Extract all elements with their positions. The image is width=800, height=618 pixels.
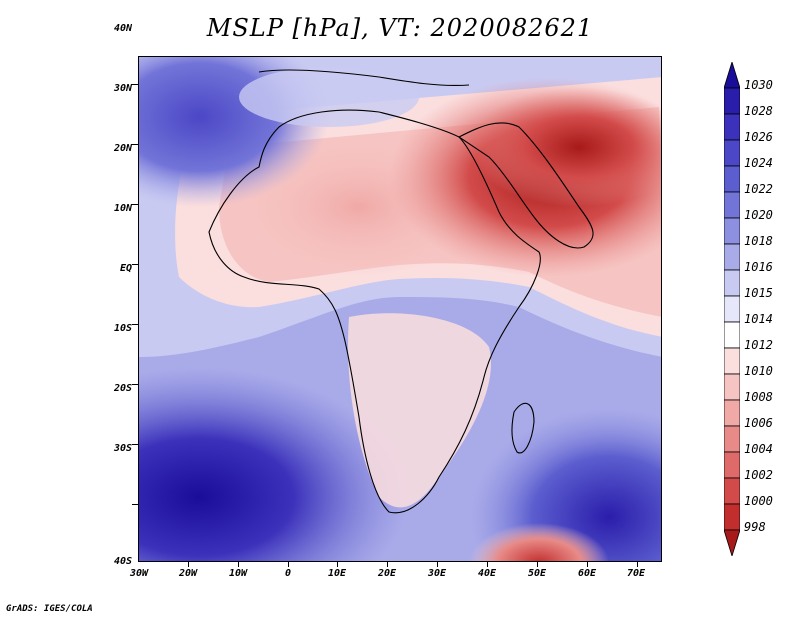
- lon-tick: [587, 562, 588, 567]
- lat-tick: [132, 84, 138, 85]
- colorbar-segment: [724, 347, 740, 375]
- colorbar-segment: [724, 139, 740, 167]
- lat-label: 30N: [113, 83, 132, 94]
- colorbar-label: 1015: [744, 286, 773, 300]
- lon-label: 20E: [377, 568, 397, 579]
- colorbar-segment: [724, 451, 740, 479]
- colorbar-label: 1000: [744, 494, 773, 508]
- lat-tick: [132, 204, 138, 205]
- colorbar-label: 1008: [744, 390, 773, 404]
- colorbar-label: 1026: [744, 130, 773, 144]
- colorbar-segment: [724, 399, 740, 427]
- colorbar-segment: [724, 425, 740, 453]
- lat-label: 10N: [113, 203, 132, 214]
- colorbar-label: 998: [744, 520, 766, 534]
- lon-tick: [337, 562, 338, 567]
- colorbar-label: 1014: [744, 312, 773, 326]
- colorbar-label: 1024: [744, 156, 773, 170]
- colorbar-segment: [724, 113, 740, 141]
- colorbar-segment: [724, 321, 740, 349]
- lat-label: 30S: [113, 443, 132, 454]
- map-panel: [138, 56, 662, 562]
- pressure-field: [139, 57, 661, 561]
- colorbar-top-arrow: [724, 62, 740, 89]
- lon-label: 20W: [178, 568, 198, 579]
- lat-tick: [132, 384, 138, 385]
- lon-label: 0: [284, 568, 292, 579]
- lon-label: 10W: [228, 568, 248, 579]
- colorbar-segment: [724, 217, 740, 245]
- lat-label: 20N: [113, 143, 132, 154]
- colorbar-segment: [724, 269, 740, 297]
- lon-tick: [537, 562, 538, 567]
- lat-label: 20S: [113, 383, 132, 394]
- footer-credit: GrADS: IGES/COLA: [6, 604, 93, 614]
- lon-tick: [238, 562, 239, 567]
- lon-label: 50E: [527, 568, 547, 579]
- colorbar-segment: [724, 477, 740, 505]
- lon-tick: [487, 562, 488, 567]
- colorbar-label: 1028: [744, 104, 773, 118]
- colorbar-label: 1004: [744, 442, 773, 456]
- colorbar-label: 1016: [744, 260, 773, 274]
- lon-label: 30W: [129, 568, 149, 579]
- chart-title: MSLP [hPa], VT: 2020082621: [206, 14, 594, 42]
- colorbar-label: 1030: [744, 78, 773, 92]
- lon-label: 30E: [427, 568, 447, 579]
- colorbar-label: 1010: [744, 364, 773, 378]
- colorbar-segment: [724, 295, 740, 323]
- colorbar-label: 1006: [744, 416, 773, 430]
- lon-label: 70E: [626, 568, 646, 579]
- lon-label: 60E: [577, 568, 597, 579]
- colorbar-label: 1002: [744, 468, 773, 482]
- lon-label: 40E: [477, 568, 497, 579]
- lon-tick: [288, 562, 289, 567]
- lat-tick: [132, 324, 138, 325]
- lon-tick: [437, 562, 438, 567]
- lat-tick: [132, 264, 138, 265]
- lat-tick: [132, 504, 138, 505]
- lat-label: 40S: [113, 556, 132, 567]
- coastline-outline: [208, 69, 594, 514]
- colorbar-segment: [724, 503, 740, 531]
- colorbar-segment: [724, 87, 740, 115]
- lat-tick: [132, 444, 138, 445]
- lon-label: 10E: [327, 568, 347, 579]
- lat-label: 40N: [113, 23, 132, 34]
- colorbar-segment: [724, 243, 740, 271]
- colorbar-label: 1020: [744, 208, 773, 222]
- colorbar-bottom-arrow: [724, 529, 740, 556]
- lon-tick: [637, 562, 638, 567]
- colorbar-label: 1012: [744, 338, 773, 352]
- lat-tick: [132, 144, 138, 145]
- colorbar: [724, 62, 740, 556]
- lat-label: EQ: [119, 263, 132, 274]
- lon-tick: [387, 562, 388, 567]
- colorbar-segment: [724, 165, 740, 193]
- lon-tick: [188, 562, 189, 567]
- lat-label: 10S: [113, 323, 132, 334]
- colorbar-label: 1018: [744, 234, 773, 248]
- colorbar-label: 1022: [744, 182, 773, 196]
- colorbar-segment: [724, 191, 740, 219]
- colorbar-segment: [724, 373, 740, 401]
